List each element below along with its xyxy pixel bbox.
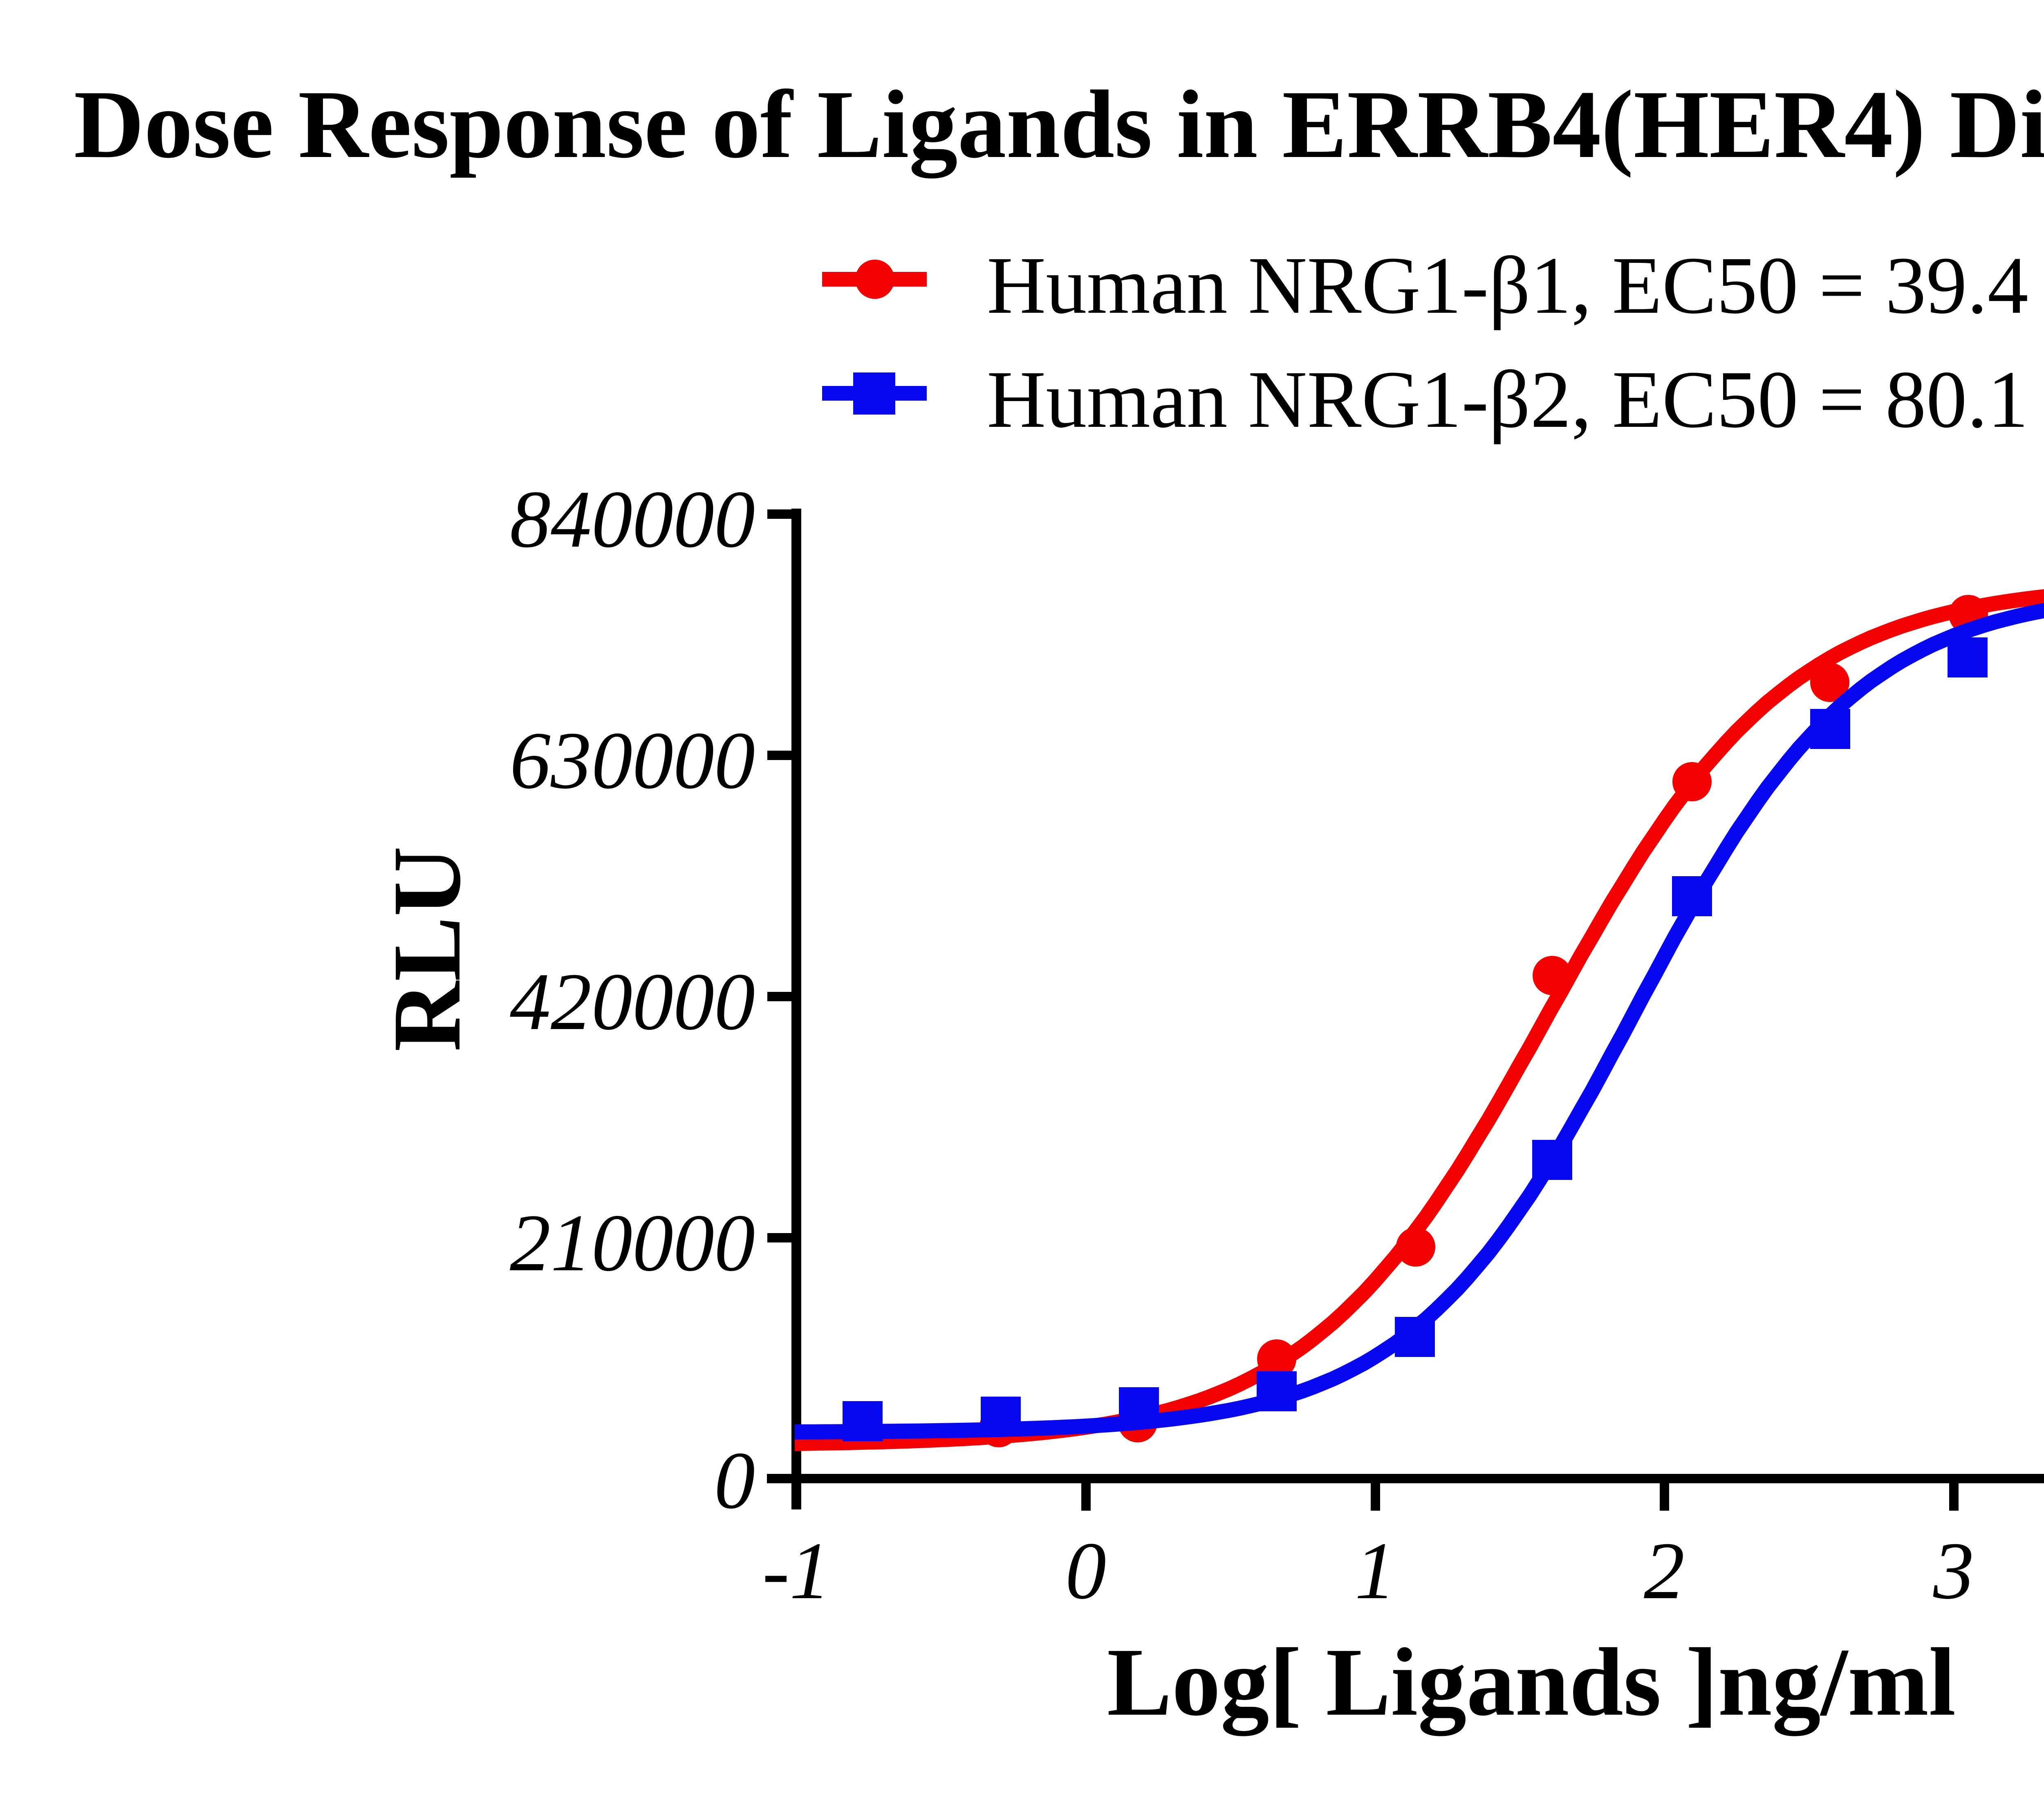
svg-text:0: 0 bbox=[714, 1435, 755, 1526]
svg-text:2: 2 bbox=[1644, 1526, 1685, 1616]
svg-text:1: 1 bbox=[1355, 1526, 1396, 1616]
svg-text:Log[ Ligands ]ng/ml: Log[ Ligands ]ng/ml bbox=[1107, 1628, 1956, 1736]
svg-text:420000: 420000 bbox=[510, 957, 755, 1047]
svg-text:Dose Response of Ligands in ER: Dose Response of Ligands in ERRB4(HER4) … bbox=[74, 71, 2044, 178]
svg-text:210000: 210000 bbox=[510, 1198, 755, 1288]
svg-text:3: 3 bbox=[1933, 1526, 1974, 1616]
svg-text:Human NRG1-β2, EC50 = 80.1 ng/: Human NRG1-β2, EC50 = 80.1 ng/ml bbox=[987, 354, 2044, 445]
svg-text:-1: -1 bbox=[762, 1526, 831, 1616]
svg-text:630000: 630000 bbox=[510, 715, 755, 806]
svg-text:0: 0 bbox=[1065, 1526, 1106, 1616]
svg-text:Human NRG1-β1, EC50 = 39.4 ng/: Human NRG1-β1, EC50 = 39.4 ng/ml bbox=[987, 240, 2044, 331]
svg-text:RLU: RLU bbox=[373, 846, 481, 1052]
svg-text:840000: 840000 bbox=[510, 474, 755, 565]
